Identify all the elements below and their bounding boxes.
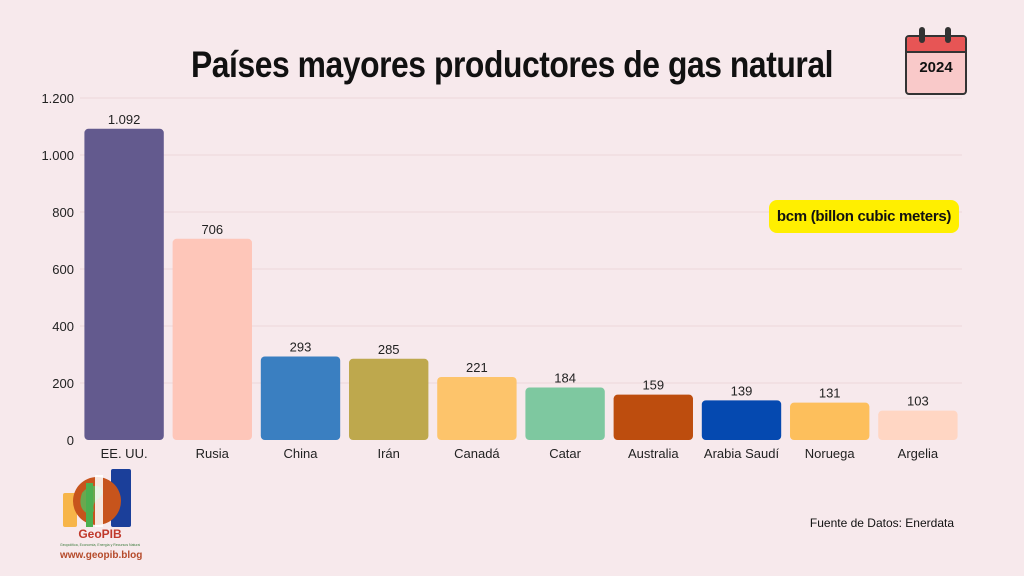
x-tick-label: Argelia xyxy=(898,446,939,461)
bar xyxy=(260,356,341,440)
x-axis: EE. UU. Rusia China Irán Canadá Catar Australi… xyxy=(101,446,939,461)
logo-url: www.geopib.blog xyxy=(60,550,143,561)
logo-tagline: Geopolítica, Economía, Energía y Recurso… xyxy=(60,543,140,547)
bar xyxy=(84,128,164,440)
year-label: 2024 xyxy=(919,59,953,76)
bar xyxy=(349,358,429,440)
bar xyxy=(878,410,958,440)
y-tick-label: 1.000 xyxy=(41,148,74,163)
x-tick-label: Canadá xyxy=(454,446,500,461)
x-tick-label: Catar xyxy=(549,446,581,461)
data-label: 706 xyxy=(201,222,223,237)
globe-chart-logo-icon xyxy=(63,469,131,527)
bar xyxy=(437,377,517,440)
calendar-ring-left xyxy=(919,27,925,43)
bar xyxy=(525,387,605,440)
chart-title: Países mayores productores de gas natura… xyxy=(190,44,834,85)
unit-badge: bcm (billon cubic meters) xyxy=(769,200,959,233)
x-tick-label: Rusia xyxy=(196,446,230,461)
source-note: Fuente de Datos: Enerdata xyxy=(809,516,954,530)
data-label: 131 xyxy=(819,386,841,401)
geopib-logo: GeoPIB Geopolítica, Economía, Energía y … xyxy=(60,465,143,565)
data-label: 221 xyxy=(466,360,488,375)
calendar-icon: 2024 xyxy=(905,27,967,95)
y-tick-label: 0 xyxy=(67,433,74,448)
x-tick-label: China xyxy=(284,446,319,461)
data-label: 103 xyxy=(907,394,929,409)
value-labels: 1.092 706 293 285 221 184 159 139 131 103 xyxy=(108,112,929,409)
logo-name: GeoPIB xyxy=(78,527,122,541)
x-tick-label: EE. UU. xyxy=(101,446,148,461)
bar xyxy=(701,400,782,440)
data-label: 139 xyxy=(731,383,753,398)
bar xyxy=(172,238,252,440)
y-tick-label: 400 xyxy=(52,319,74,334)
data-label: 1.092 xyxy=(108,112,141,127)
data-label: 159 xyxy=(642,378,664,393)
data-label: 184 xyxy=(554,371,576,386)
y-axis: 0 200 400 600 800 1.000 1.200 xyxy=(41,91,74,448)
calendar-ring-right xyxy=(945,27,951,43)
x-tick-label: Arabia Saudí xyxy=(704,446,780,461)
bars xyxy=(84,128,958,440)
bar xyxy=(790,402,870,440)
y-tick-label: 200 xyxy=(52,376,74,391)
data-label: 285 xyxy=(378,342,400,357)
calendar-header xyxy=(907,37,965,53)
x-tick-label: Irán xyxy=(377,446,399,461)
data-label: 293 xyxy=(290,339,312,354)
x-tick-label: Australia xyxy=(628,446,679,461)
y-tick-label: 800 xyxy=(52,205,74,220)
bar xyxy=(613,394,693,440)
y-tick-label: 600 xyxy=(52,262,74,277)
y-tick-label: 1.200 xyxy=(41,91,74,106)
x-tick-label: Noruega xyxy=(805,446,856,461)
